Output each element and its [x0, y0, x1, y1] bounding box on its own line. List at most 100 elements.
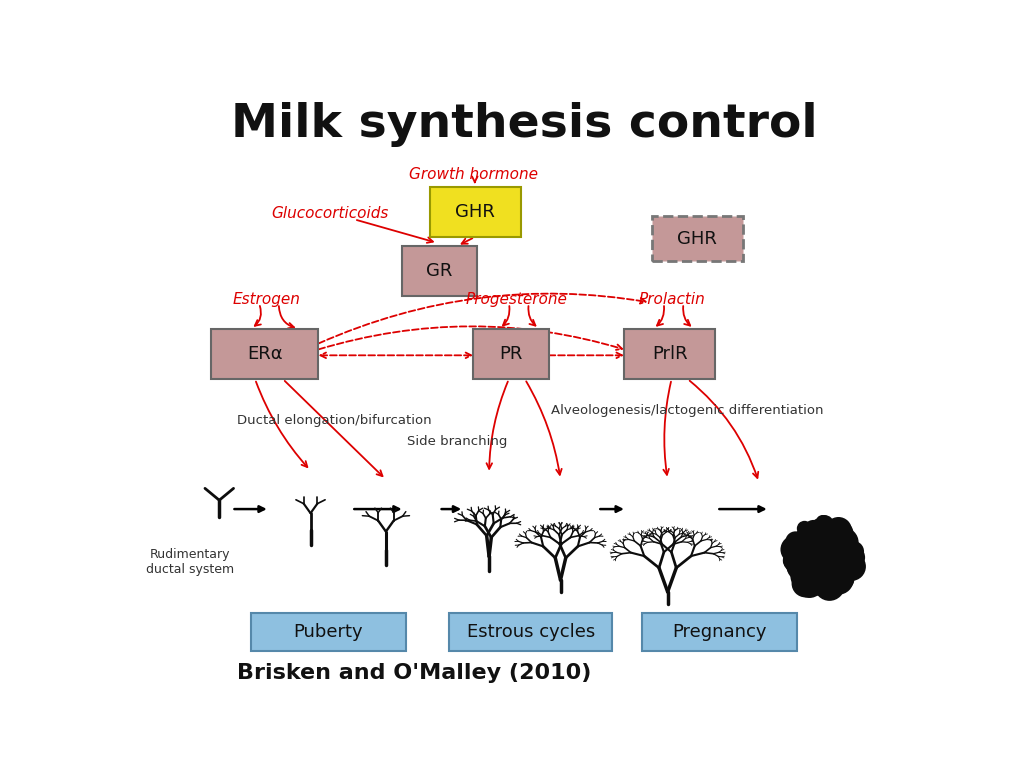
Point [811, 543, 827, 555]
Point [818, 568, 835, 581]
Text: GHR: GHR [678, 230, 718, 247]
Point [790, 548, 806, 560]
Point [803, 545, 819, 557]
Point [809, 556, 825, 568]
Point [819, 568, 836, 581]
FancyBboxPatch shape [473, 329, 549, 379]
Point [796, 574, 812, 587]
Point [833, 542, 849, 554]
FancyBboxPatch shape [430, 187, 521, 237]
FancyBboxPatch shape [401, 246, 477, 296]
Point [805, 573, 821, 585]
FancyBboxPatch shape [211, 329, 318, 379]
Point [831, 570, 848, 582]
Point [808, 555, 824, 568]
Point [826, 525, 843, 537]
Point [836, 572, 852, 584]
Point [809, 578, 825, 590]
Point [841, 558, 857, 571]
Point [795, 559, 811, 571]
Text: Puberty: Puberty [294, 623, 364, 641]
Point [840, 556, 856, 568]
Point [839, 552, 855, 564]
Point [794, 541, 810, 553]
Point [836, 532, 852, 545]
Point [821, 562, 838, 574]
Point [834, 557, 850, 569]
Point [830, 568, 847, 580]
Text: Glucocorticoids: Glucocorticoids [271, 206, 389, 221]
Point [800, 545, 816, 558]
Point [827, 536, 844, 548]
Point [813, 561, 829, 574]
Point [820, 555, 837, 568]
Text: Rudimentary
ductal system: Rudimentary ductal system [145, 548, 233, 576]
Point [823, 544, 840, 556]
Point [813, 525, 829, 537]
Point [820, 554, 837, 567]
Point [793, 560, 809, 572]
Point [840, 549, 856, 561]
Point [805, 573, 821, 585]
Point [843, 560, 859, 572]
Point [790, 552, 806, 564]
Point [825, 560, 842, 572]
Point [790, 541, 806, 553]
Point [804, 551, 820, 563]
Point [831, 548, 848, 561]
Point [806, 581, 822, 593]
Point [827, 542, 844, 554]
Point [845, 545, 861, 557]
Point [790, 546, 806, 558]
Point [831, 554, 848, 567]
Point [825, 551, 842, 563]
FancyBboxPatch shape [450, 613, 612, 651]
Point [829, 541, 846, 554]
Point [814, 515, 830, 527]
Point [829, 542, 846, 554]
Point [821, 561, 838, 573]
Point [840, 535, 856, 547]
Point [799, 538, 815, 551]
Point [783, 554, 800, 567]
Text: GHR: GHR [456, 203, 496, 221]
Text: Brisken and O'Malley (2010): Brisken and O'Malley (2010) [237, 663, 591, 683]
Point [795, 569, 811, 581]
Point [810, 540, 826, 552]
Point [812, 542, 828, 554]
Point [798, 558, 814, 571]
Point [795, 555, 811, 568]
Point [845, 545, 861, 558]
Point [806, 567, 822, 579]
Point [806, 576, 822, 588]
Point [834, 568, 850, 581]
Point [799, 554, 815, 566]
Point [820, 579, 837, 591]
Point [822, 541, 839, 553]
Point [823, 545, 840, 557]
Point [835, 526, 851, 538]
Point [797, 578, 813, 590]
Text: Estrogen: Estrogen [232, 292, 301, 306]
Point [801, 552, 817, 564]
Point [830, 541, 847, 553]
Point [813, 568, 829, 581]
Point [827, 562, 844, 574]
Text: Alveologenesis/lactogenic differentiation: Alveologenesis/lactogenic differentiatio… [551, 404, 823, 417]
Point [807, 558, 823, 571]
Point [803, 579, 819, 591]
Point [815, 541, 831, 554]
Text: Side branching: Side branching [408, 435, 508, 448]
Point [810, 540, 826, 552]
Point [805, 551, 821, 564]
Point [833, 551, 849, 563]
Point [810, 556, 826, 568]
Point [795, 539, 811, 551]
Point [821, 544, 838, 556]
Point [821, 578, 838, 591]
Point [844, 551, 860, 563]
Point [822, 541, 839, 554]
Text: Pregnancy: Pregnancy [673, 623, 767, 641]
Point [787, 551, 804, 564]
Point [823, 541, 840, 554]
